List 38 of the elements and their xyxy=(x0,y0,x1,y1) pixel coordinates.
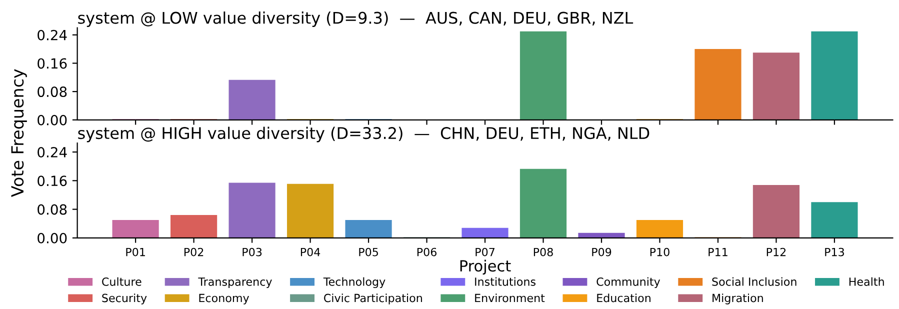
y-tick-label: 0.00 xyxy=(38,114,67,126)
y-axis-title: Vote Frequency xyxy=(11,69,27,197)
legend-label: Institutions xyxy=(475,277,536,286)
x-tick-label: P11 xyxy=(708,248,728,256)
y-tick-label: 0.16 xyxy=(38,176,67,186)
y-tick-label: 0.24 xyxy=(38,146,67,158)
chart-title: system @ HIGH value diversity (D=33.2) — CHN, DEU, ETH, NGA, NLD xyxy=(78,126,650,142)
legend-label: Environment xyxy=(475,294,545,302)
legend-label: Education xyxy=(597,294,650,302)
x-tick-label: P02 xyxy=(184,248,204,256)
x-tick-label: P08 xyxy=(534,248,553,256)
legend-label: Migration xyxy=(712,294,763,304)
y-tick-label: 0.16 xyxy=(38,58,67,69)
legend-label: Economy xyxy=(199,294,250,304)
x-tick-label: P05 xyxy=(359,248,378,256)
x-tick-label: P06 xyxy=(417,248,436,256)
x-tick-label: P04 xyxy=(300,248,320,256)
y-tick-label: 0.08 xyxy=(38,204,67,215)
x-tick-label: P13 xyxy=(825,248,844,256)
legend-label: Culture xyxy=(102,277,142,286)
x-tick-label: P09 xyxy=(592,248,612,256)
x-axis-title: Project xyxy=(460,260,511,275)
legend-label: Social Inclusion xyxy=(712,277,796,286)
x-tick-label: P07 xyxy=(476,248,494,256)
legend-label: Community xyxy=(596,277,660,288)
legend-label: Transparency xyxy=(198,278,272,288)
chart-title: system @ LOW value diversity (D=9.3) — AUS, CAN, DEU, GBR, NZL xyxy=(78,12,634,27)
legend-label: Civic Participation xyxy=(324,294,422,304)
legend-label: Security xyxy=(102,294,147,304)
y-tick-label: 0.08 xyxy=(38,86,67,98)
x-tick-label: P12 xyxy=(766,248,786,256)
legend-label: Technology xyxy=(323,277,386,288)
legend-label: Health xyxy=(849,277,884,286)
y-tick-label: 0.00 xyxy=(38,232,67,244)
x-tick-label: P10 xyxy=(650,248,670,256)
y-tick-label: 0.24 xyxy=(38,30,67,40)
x-tick-label: P03 xyxy=(242,248,262,256)
x-tick-label: P01 xyxy=(126,248,145,256)
